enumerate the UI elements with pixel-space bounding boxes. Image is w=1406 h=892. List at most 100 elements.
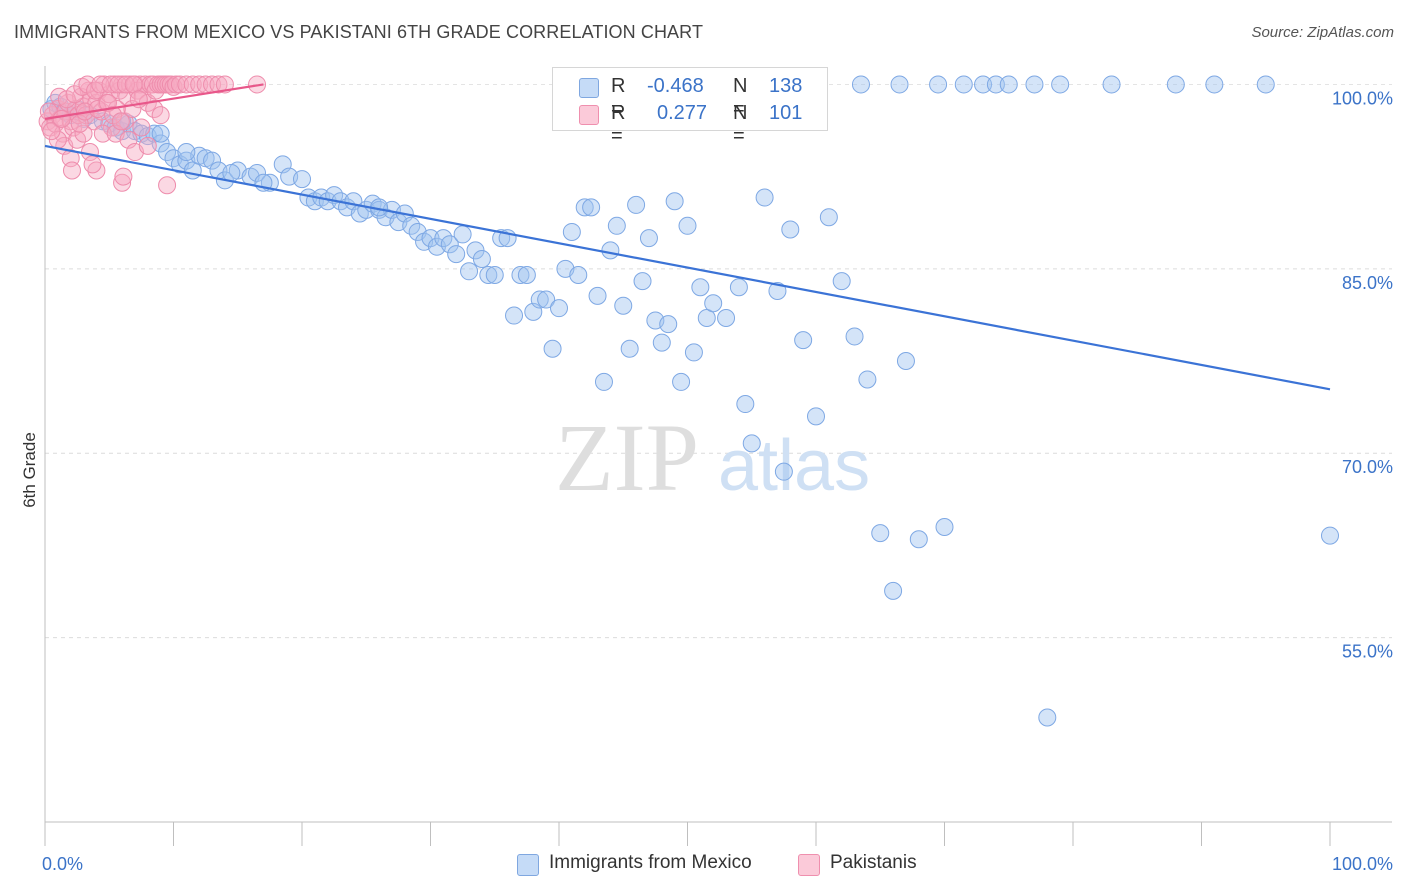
mexico-point [151, 124, 170, 143]
pakistani-point [132, 118, 151, 137]
legend-r-label: R = [611, 102, 626, 147]
pakistani-point [209, 75, 228, 94]
mexico-point [627, 195, 646, 214]
mexico-point [582, 198, 601, 217]
mexico-point [999, 75, 1018, 94]
mexico-point [517, 265, 536, 284]
mexico-trendline [44, 144, 1331, 391]
mexico-point [717, 309, 736, 327]
mexico-point [453, 225, 472, 244]
pakistani-point [116, 75, 135, 94]
mexico-point [607, 216, 626, 235]
mexico-point [1256, 75, 1275, 94]
mexico-point [530, 290, 549, 309]
mexico-point [742, 434, 761, 453]
mexico-point [954, 75, 973, 94]
mexico-point [851, 75, 870, 94]
mexico-point [704, 294, 723, 313]
mexico-point [575, 198, 594, 217]
pakistani-point [74, 124, 93, 143]
mexico-point [479, 265, 498, 284]
bottom-legend-label-mexico: Immigrants from Mexico [549, 852, 752, 873]
mexico-point [472, 249, 491, 268]
mexico-point [929, 75, 948, 94]
mexico-point [248, 163, 267, 182]
mexico-point [1205, 75, 1224, 94]
watermark-atlas: atlas [718, 426, 870, 506]
mexico-point [222, 163, 241, 182]
correlation-legend: R = -0.468 N = 138 R = 0.277 N = 101 [552, 67, 828, 147]
pakistani-point [190, 75, 209, 94]
mexico-point [684, 343, 703, 362]
legend-n-value: 138 [769, 75, 803, 97]
pakistani-point [177, 75, 196, 94]
y-tick-label: 55.0% [1342, 642, 1393, 662]
mexico-point [736, 395, 755, 414]
mexico-point [614, 296, 633, 315]
bottom-legend-label-pakistani: Pakistanis [830, 852, 917, 873]
mexico-point [890, 75, 909, 94]
mexico-point [768, 281, 787, 300]
mexico-point [659, 315, 678, 334]
mexico-point [562, 222, 581, 241]
watermark: ZIP atlas [555, 404, 870, 511]
source-label: Source: ZipAtlas.com [1251, 24, 1394, 41]
mexico-point [569, 265, 588, 284]
y-tick-label: 100.0% [1332, 88, 1393, 108]
pakistani-point [215, 75, 234, 94]
mexico-point [1025, 75, 1044, 94]
chart-title: IMMIGRANTS FROM MEXICO VS PAKISTANI 6TH … [14, 22, 704, 42]
pakistani-point [62, 161, 81, 180]
pakistani-trendline [44, 83, 264, 120]
mexico-point [620, 339, 639, 358]
mexico-point [845, 327, 864, 346]
x-tick-label: 0.0% [42, 854, 83, 874]
mexico-point [293, 170, 311, 189]
pakistani-point [65, 85, 84, 104]
mexico-point [460, 262, 479, 281]
mexico-point [1038, 708, 1057, 727]
mexico-point [774, 462, 793, 481]
mexico-point [440, 235, 459, 254]
mexico-point [896, 352, 915, 371]
mexico-point [986, 75, 1005, 94]
legend-n-value: 101 [769, 102, 803, 124]
tick-labels: 100.0% 85.0% 70.0% 55.0% 0.0% 100.0% [42, 88, 1393, 874]
pakistani-point [138, 136, 157, 155]
mexico-point [537, 290, 556, 309]
mexico-point [1166, 75, 1185, 94]
mexico-point [781, 220, 800, 239]
mexico-point [511, 265, 530, 284]
pakistani-point [83, 155, 102, 174]
series-pakistani-points [38, 75, 267, 195]
mexico-point [447, 245, 466, 264]
x-tick-label: 100.0% [1332, 854, 1393, 874]
mexico-point [794, 331, 813, 350]
pakistani-point [158, 176, 177, 195]
pakistani-point [151, 106, 170, 125]
mexico-point [485, 265, 504, 284]
pakistani-point [93, 124, 112, 143]
pakistani-point [113, 173, 132, 192]
mexico-point [505, 306, 524, 325]
mexico-point [652, 333, 671, 352]
mexico-point [871, 524, 890, 543]
mexico-point [594, 372, 613, 391]
mexico-point [858, 370, 877, 389]
mexico-point [1102, 75, 1121, 94]
watermark-zip: ZIP [555, 404, 699, 511]
legend-r-value: 0.277 [657, 102, 708, 124]
mexico-point [588, 286, 607, 305]
mexico-point [909, 530, 928, 549]
pakistani-point [42, 122, 61, 141]
legend-r-label: R = [611, 75, 626, 120]
legend-swatch-mexico [579, 78, 599, 98]
legend-n-label: N = [733, 102, 748, 147]
series-mexico-points [42, 75, 1339, 727]
mexico-point [672, 372, 691, 391]
mexico-point [177, 143, 196, 162]
mexico-point [633, 272, 652, 291]
mexico-point [601, 241, 620, 260]
bottom-legend-swatch-mexico [517, 854, 539, 876]
